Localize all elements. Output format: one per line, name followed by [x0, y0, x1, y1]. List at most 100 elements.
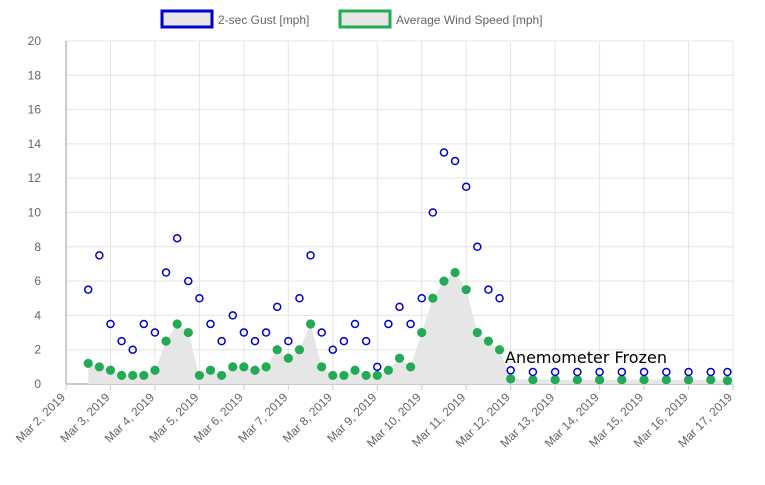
average-wind-series [83, 267, 733, 386]
gust-point [662, 367, 671, 377]
gust-point [428, 208, 438, 217]
gust-point [473, 242, 482, 252]
gust-point [595, 367, 604, 377]
average-point [305, 319, 316, 329]
average-point [683, 375, 694, 385]
gust-point [484, 285, 493, 294]
average-point [194, 370, 204, 381]
average-point [661, 375, 671, 385]
gust-point [117, 336, 126, 346]
average-point [572, 375, 582, 385]
average-point [528, 375, 538, 385]
average-point [494, 345, 505, 355]
gust-point [250, 336, 260, 346]
gust-point [573, 367, 582, 377]
average-point [472, 327, 482, 338]
gust-point [528, 367, 538, 377]
gust-point [306, 251, 315, 260]
average-point [406, 362, 416, 372]
average-point [617, 375, 627, 385]
average-point [139, 370, 149, 381]
gust-point [217, 336, 226, 346]
average-point [339, 370, 349, 381]
gust-point [617, 367, 627, 377]
average-point [205, 365, 216, 375]
gust-point [83, 285, 93, 294]
average-point [83, 358, 93, 369]
legend-item-average[interactable]: Average Wind Speed [mph] [338, 9, 543, 29]
average-point [317, 362, 327, 372]
average-point [417, 327, 427, 338]
gust-point [684, 367, 693, 377]
gust-point [361, 336, 371, 346]
average-point [594, 375, 605, 385]
gust-point [506, 366, 515, 375]
average-point [272, 345, 282, 355]
average-point [461, 285, 471, 295]
gust-point [395, 302, 404, 312]
average-point [394, 353, 405, 363]
gust-series [83, 148, 732, 377]
annotation-anemometer-frozen: Anemometer Frozen [505, 348, 667, 367]
average-point [439, 276, 449, 286]
y-tick-label: 14 [28, 137, 42, 151]
average-point [150, 365, 160, 375]
average-point [428, 293, 438, 303]
gust-point [328, 345, 338, 354]
y-tick-label: 4 [34, 308, 41, 322]
legend-swatch-gust [160, 9, 214, 29]
gust-point [706, 367, 716, 377]
gust-point [150, 328, 160, 337]
average-point [450, 267, 460, 278]
gust-point [106, 319, 115, 329]
gust-point [350, 319, 360, 329]
y-tick-label: 0 [34, 377, 41, 391]
gust-point [95, 251, 104, 260]
gust-point [239, 328, 249, 337]
average-point [639, 375, 649, 385]
average-point [217, 370, 227, 381]
average-point [105, 365, 116, 375]
gust-point [384, 319, 393, 329]
legend-item-gust[interactable]: 2-sec Gust [mph] [160, 9, 309, 29]
average-point [228, 362, 238, 372]
average-point [550, 375, 560, 385]
gust-point [195, 294, 204, 303]
gust-point [723, 367, 732, 377]
average-point [722, 375, 733, 386]
average-point [116, 370, 127, 381]
y-tick-label: 18 [28, 68, 42, 82]
gust-point [261, 328, 271, 337]
gust-point [295, 294, 304, 303]
average-point [261, 362, 271, 372]
gust-point [495, 294, 504, 303]
y-tick-label: 6 [34, 274, 41, 288]
average-point [128, 370, 138, 381]
gust-point [184, 276, 193, 286]
gust-point [339, 336, 349, 346]
average-point [239, 362, 249, 372]
average-point [172, 319, 182, 329]
gust-point [639, 367, 649, 377]
gust-point [206, 319, 215, 329]
gridlines [65, 40, 734, 385]
gust-point [373, 362, 382, 372]
legend-label-gust: 2-sec Gust [mph] [218, 13, 309, 27]
gust-point [272, 302, 282, 312]
y-tick-label: 20 [28, 34, 42, 48]
gust-point [550, 367, 560, 377]
legend-label-average: Average Wind Speed [mph] [396, 13, 543, 27]
gust-point [450, 156, 460, 166]
gust-point [172, 233, 182, 243]
gust-point [417, 294, 426, 303]
average-point [161, 336, 171, 346]
average-point [372, 370, 382, 381]
legend: 2-sec Gust [mph] Average Wind Speed [mph… [160, 9, 543, 29]
average-point [706, 375, 716, 385]
y-tick-label: 12 [28, 171, 42, 185]
average-point [294, 345, 305, 355]
gust-point [406, 319, 415, 329]
average-point [350, 365, 360, 375]
